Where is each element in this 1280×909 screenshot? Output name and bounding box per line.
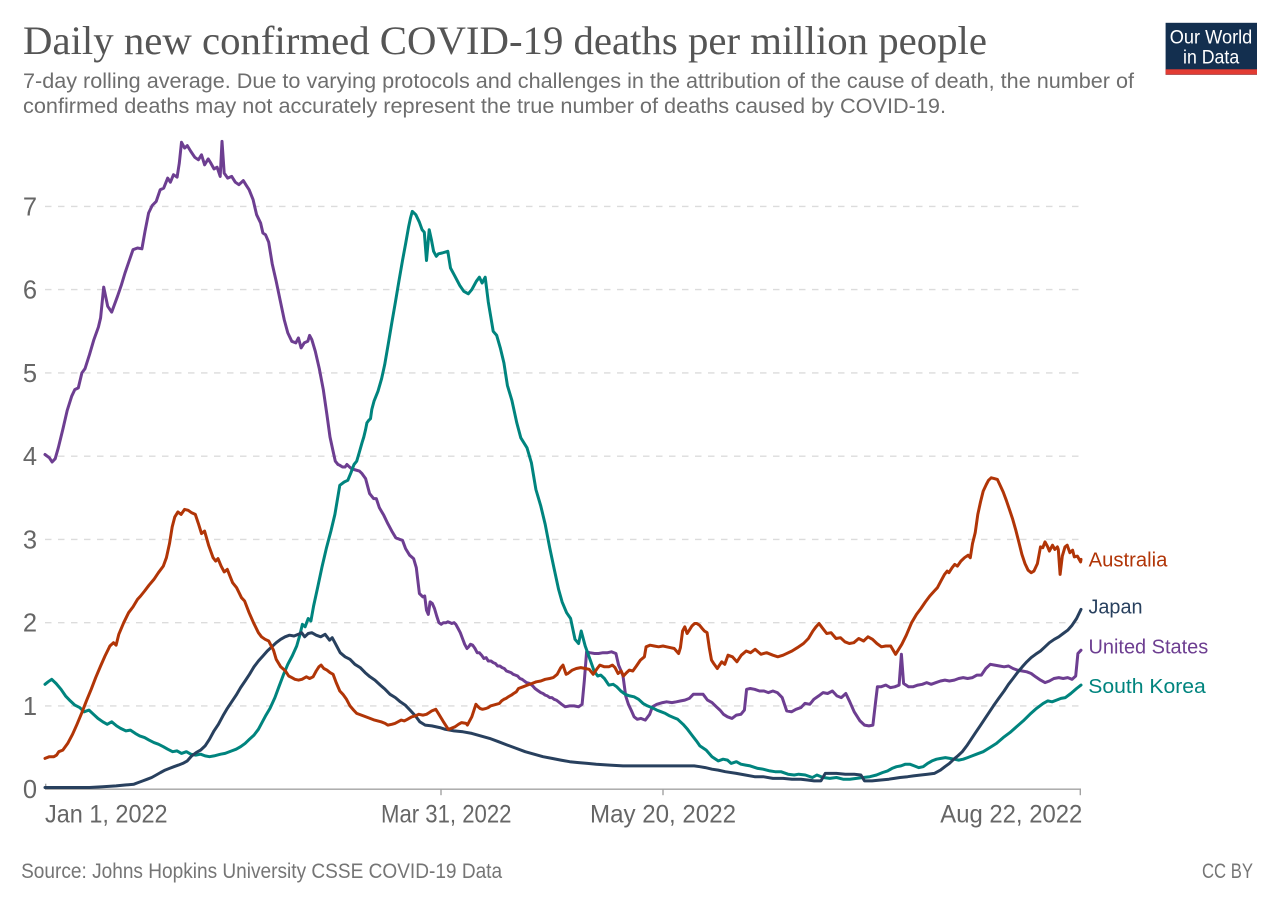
svg-text:May 20, 2022: May 20, 2022 — [590, 800, 736, 828]
svg-text:Our World: Our World — [1170, 26, 1253, 48]
svg-text:Aug 22, 2022: Aug 22, 2022 — [940, 800, 1082, 828]
svg-text:Jan 1, 2022: Jan 1, 2022 — [45, 800, 168, 828]
svg-text:in Data: in Data — [1183, 47, 1239, 69]
svg-text:CC BY: CC BY — [1202, 859, 1253, 883]
svg-text:5: 5 — [23, 360, 37, 388]
svg-text:Japan: Japan — [1089, 597, 1143, 619]
svg-text:7: 7 — [23, 193, 37, 221]
svg-text:0: 0 — [23, 776, 37, 804]
svg-text:3: 3 — [23, 526, 37, 554]
svg-text:2: 2 — [23, 610, 37, 638]
svg-text:Mar 31, 2022: Mar 31, 2022 — [381, 800, 512, 828]
svg-text:Source: Johns Hopkins Universi: Source: Johns Hopkins University CSSE CO… — [21, 859, 502, 883]
svg-text:confirmed deaths may not accur: confirmed deaths may not accurately repr… — [23, 94, 946, 118]
svg-text:1: 1 — [23, 693, 37, 721]
svg-text:South Korea: South Korea — [1088, 676, 1206, 698]
svg-text:4: 4 — [23, 443, 37, 471]
svg-text:Australia: Australia — [1089, 550, 1169, 572]
svg-text:7-day rolling average. Due to: 7-day rolling average. Due to varying pr… — [23, 69, 1134, 93]
svg-text:6: 6 — [23, 277, 37, 305]
svg-text:United States: United States — [1089, 637, 1209, 659]
svg-text:Daily new confirmed COVID-19 d: Daily new confirmed COVID-19 deaths per … — [23, 18, 987, 63]
